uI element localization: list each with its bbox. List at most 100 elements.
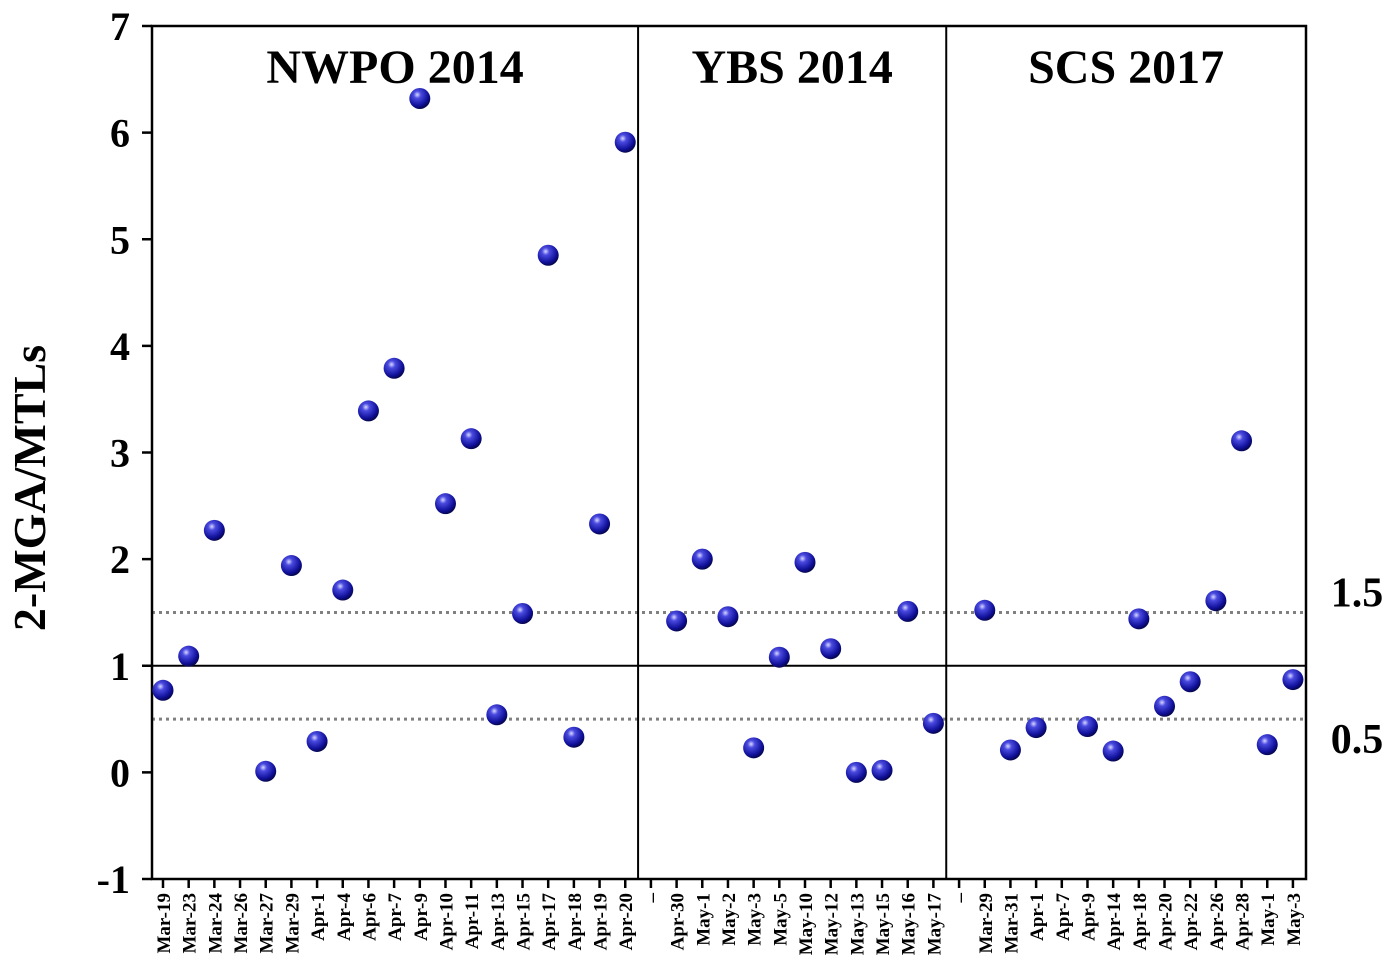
x-tick-label: May-10 xyxy=(796,893,817,955)
data-point xyxy=(1256,734,1278,756)
data-point xyxy=(409,88,431,110)
y-tick-label: 3 xyxy=(110,431,130,476)
x-tick-label: Apr-18 xyxy=(1130,893,1151,950)
reference-line-label: 0.5 xyxy=(1331,717,1384,763)
x-tick-label: – xyxy=(950,893,971,904)
x-tick-label: Apr-10 xyxy=(436,893,457,950)
data-point xyxy=(691,548,713,570)
x-tick-label: Apr-1 xyxy=(1027,893,1048,941)
data-point xyxy=(794,551,816,573)
x-tick-label: May-3 xyxy=(1284,893,1305,946)
data-point xyxy=(280,555,302,577)
y-tick-label: 2 xyxy=(110,537,130,582)
x-tick-label: Mar-23 xyxy=(180,893,201,954)
data-point xyxy=(1231,430,1253,452)
data-point xyxy=(717,606,739,628)
data-point xyxy=(460,428,482,450)
data-point xyxy=(999,739,1021,761)
data-point xyxy=(512,603,534,625)
x-axis: Mar-19 Mar-23 Mar-24 Mar-26 Mar-27 Mar-29 Apr-… xyxy=(154,879,1305,955)
x-tick-label: May-3 xyxy=(745,893,766,946)
x-tick-label: May-1 xyxy=(1258,893,1279,946)
x-tick-label: May-2 xyxy=(719,893,740,946)
data-point xyxy=(1154,695,1176,717)
y-tick-label: 5 xyxy=(110,217,130,262)
data-point xyxy=(152,679,174,701)
x-tick-label: Apr-30 xyxy=(668,893,689,950)
panel-title: SCS 2017 xyxy=(1028,41,1224,94)
data-point xyxy=(614,131,636,153)
data-point xyxy=(434,493,456,515)
x-tick-label: Mar-27 xyxy=(257,893,278,954)
data-point xyxy=(203,519,225,541)
x-tick-label: May-12 xyxy=(822,893,843,955)
data-point xyxy=(306,730,328,752)
x-tick-label: Mar-19 xyxy=(154,893,175,954)
x-tick-label: Mar-29 xyxy=(976,893,997,954)
data-point xyxy=(820,638,842,660)
data-point xyxy=(255,760,277,782)
x-tick-label: Mar-24 xyxy=(205,893,226,954)
data-point xyxy=(1282,669,1304,691)
x-tick-label: Apr-18 xyxy=(565,893,586,950)
data-point xyxy=(383,357,405,379)
data-points xyxy=(152,88,1304,783)
data-point xyxy=(1102,740,1124,762)
data-point xyxy=(1025,717,1047,739)
x-tick-label: Apr-13 xyxy=(488,893,509,950)
y-axis-label: 2-MGA/MTLs xyxy=(4,345,55,631)
x-tick-label: Apr-7 xyxy=(1053,893,1074,941)
data-point xyxy=(563,726,585,748)
x-tick-label: Apr-15 xyxy=(514,893,535,950)
x-tick-label: Mar-29 xyxy=(282,893,303,954)
x-tick-label: Mar-31 xyxy=(1001,893,1022,954)
data-point xyxy=(486,704,508,726)
y-tick-label: 6 xyxy=(110,111,130,156)
plot-frame xyxy=(150,24,1308,881)
data-point xyxy=(1179,671,1201,693)
data-point xyxy=(178,645,200,667)
x-tick-label: May-17 xyxy=(924,893,945,956)
x-tick-label: Apr-14 xyxy=(1104,893,1125,951)
x-tick-label: Apr-9 xyxy=(1078,893,1099,941)
y-axis: -1 0 1 2 3 4 5 6 7 xyxy=(97,4,152,902)
x-tick-label: Apr-28 xyxy=(1233,893,1254,950)
x-tick-label: – xyxy=(642,893,663,904)
x-tick-label: May-5 xyxy=(770,893,791,946)
x-tick-label: Apr-22 xyxy=(1181,893,1202,950)
data-point xyxy=(768,646,790,668)
reference-lines: 1.5 0.5 xyxy=(152,570,1383,763)
data-point xyxy=(845,761,867,783)
data-point xyxy=(897,600,919,622)
x-tick-label: Apr-19 xyxy=(591,893,612,950)
plot-border xyxy=(150,24,1308,881)
x-tick-label: Apr-26 xyxy=(1207,893,1228,950)
data-point xyxy=(1076,716,1098,738)
data-point xyxy=(922,712,944,734)
panel-title: YBS 2014 xyxy=(691,41,892,94)
x-tick-label: Apr-20 xyxy=(616,893,637,950)
data-point xyxy=(332,579,354,601)
y-tick-label: 7 xyxy=(110,4,130,49)
y-tick-label: -1 xyxy=(97,857,130,902)
data-point xyxy=(871,759,893,781)
x-tick-label: Apr-11 xyxy=(462,893,483,949)
x-tick-label: Apr-7 xyxy=(385,893,406,941)
x-tick-label: Apr-20 xyxy=(1156,893,1177,950)
x-tick-label: Apr-4 xyxy=(334,893,355,941)
data-point xyxy=(974,599,996,621)
reference-line-label: 1.5 xyxy=(1331,570,1384,616)
data-point xyxy=(666,610,688,632)
x-tick-label: May-1 xyxy=(693,893,714,946)
x-tick-label: Apr-17 xyxy=(539,893,560,951)
data-point xyxy=(743,737,765,759)
x-tick-label: May-15 xyxy=(873,893,894,955)
x-tick-label: May-13 xyxy=(847,893,868,955)
data-point xyxy=(589,513,611,535)
y-tick-label: 4 xyxy=(110,324,130,369)
x-tick-label: Apr-6 xyxy=(359,893,380,941)
data-point xyxy=(357,400,379,422)
x-tick-label: May-16 xyxy=(899,893,920,955)
x-tick-label: Apr-1 xyxy=(308,893,329,941)
